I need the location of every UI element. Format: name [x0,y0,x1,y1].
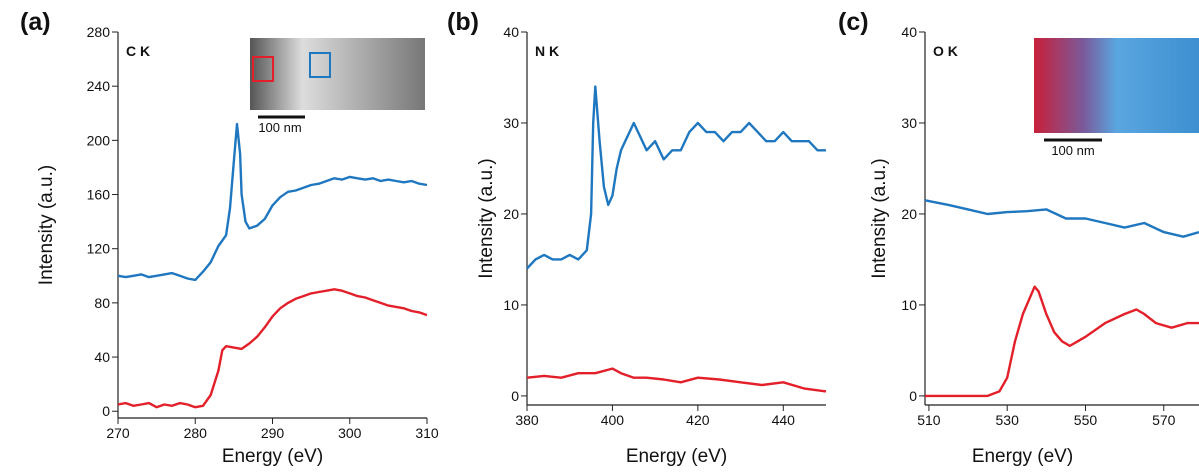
y-tick-label: 40 [94,349,110,365]
scale-bar-label: 100 nm [258,120,301,135]
x-axis-label: Energy (eV) [972,446,1073,467]
x-tick-label: 270 [106,425,130,441]
y-tick-label: 0 [102,403,110,419]
annotation: N K [535,43,559,59]
y-tick-label: 20 [901,206,917,222]
y-tick-label: 40 [503,24,519,40]
x-tick-label: 510 [917,412,941,428]
x-tick-label: 570 [1152,412,1176,428]
data-line [924,199,1199,238]
y-tick-label: 30 [901,115,917,131]
x-tick-label: 310 [415,425,439,441]
x-tick-label: 380 [515,412,539,428]
panel-label: (b) [447,8,479,36]
y-tick-label: 120 [87,241,111,257]
data-line [925,285,1199,398]
y-tick-label: 0 [511,388,519,404]
inset-box [309,52,331,78]
data-line [526,367,827,393]
data-line [117,122,428,282]
annotation: C K [126,43,150,59]
y-tick-label: 0 [909,388,917,404]
x-tick-label: 550 [1074,412,1098,428]
x-axis-label: Energy (eV) [626,446,727,467]
y-axis-label: Intensity (a.u.) [476,158,497,278]
y-tick-label: 10 [503,297,519,313]
panel-label: (a) [20,8,51,36]
x-tick-label: 290 [261,425,285,441]
y-tick-label: 200 [87,132,111,148]
panel-label: (c) [838,8,869,36]
y-tick-label: 10 [901,297,917,313]
y-axis-label: Intensity (a.u.) [36,165,57,285]
x-tick-label: 400 [601,412,625,428]
scale-bar-label: 100 nm [1051,143,1094,158]
x-tick-label: 280 [184,425,208,441]
y-tick-label: 80 [94,295,110,311]
inset-image [1034,38,1199,133]
annotation: O K [933,43,958,59]
data-line [526,85,826,270]
inset-image [250,38,425,110]
y-axis-label: Intensity (a.u.) [869,158,890,278]
y-tick-label: 30 [503,115,519,131]
data-line [117,288,428,409]
inset-box [252,56,274,82]
x-tick-label: 300 [338,425,362,441]
y-tick-label: 280 [87,24,111,40]
x-axis-label: Energy (eV) [222,446,323,467]
y-tick-label: 40 [901,24,917,40]
x-tick-label: 530 [996,412,1020,428]
x-tick-label: 420 [686,412,710,428]
y-tick-label: 240 [87,78,111,94]
y-tick-label: 20 [503,206,519,222]
y-tick-label: 160 [87,187,111,203]
x-tick-label: 440 [772,412,796,428]
